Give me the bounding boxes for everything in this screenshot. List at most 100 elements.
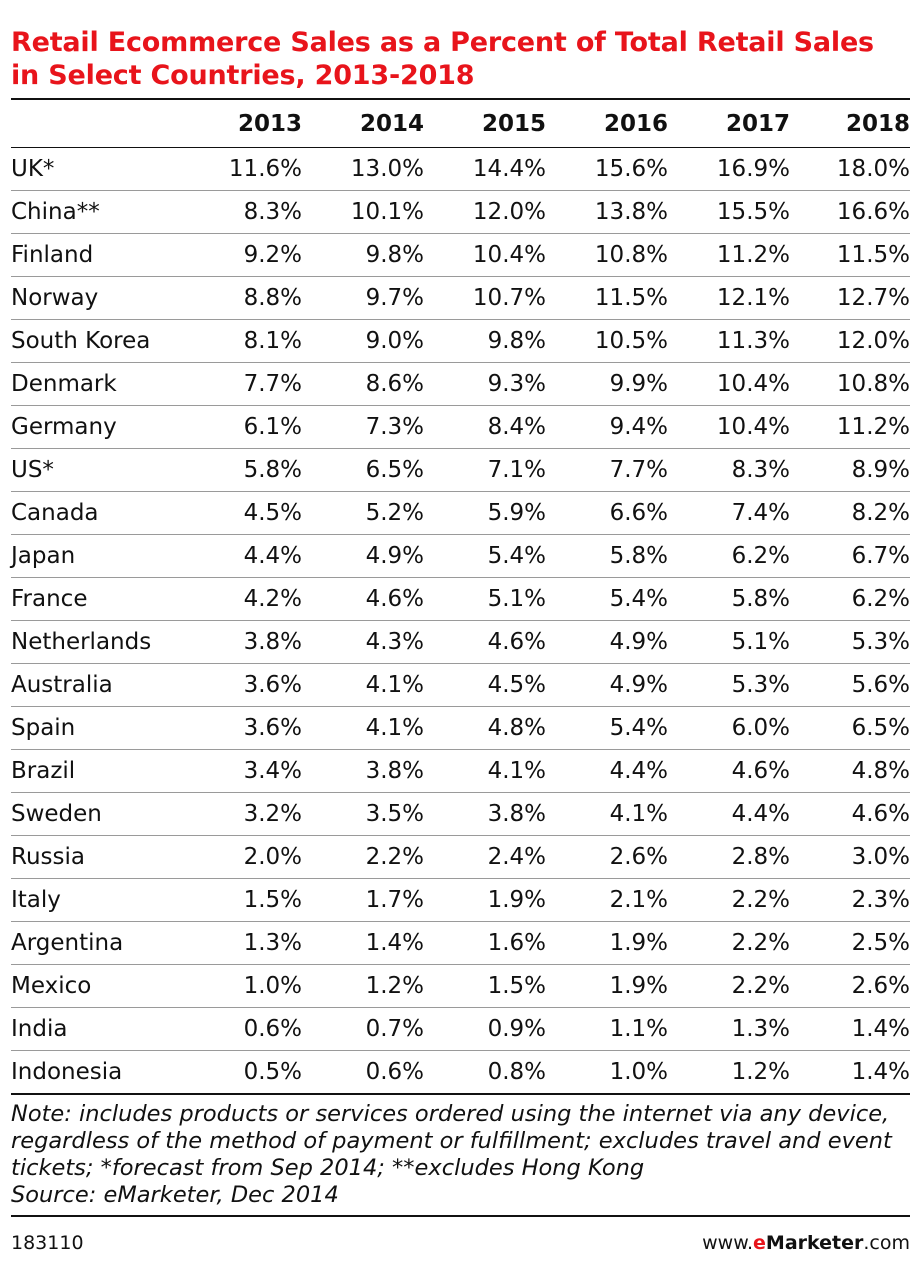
row-value: 4.4% [668,792,790,836]
row-value: 2.6% [790,964,910,1008]
row-country: India [11,1007,205,1051]
row-value: 0.6% [302,1050,424,1095]
row-value: 1.1% [546,1007,668,1051]
row-country: Denmark [11,362,205,406]
row-value: 9.3% [424,362,546,406]
row-value: 1.5% [424,964,546,1008]
table-row: Netherlands 3.8% 4.3% 4.6% 4.9% 5.1% 5.3% [11,620,910,664]
row-value: 12.0% [424,190,546,234]
table-row: China** 8.3% 10.1% 12.0% 13.8% 15.5% 16.6% [11,190,910,234]
row-value: 1.4% [790,1007,910,1051]
table-row: Brazil 3.4% 3.8% 4.1% 4.4% 4.6% 4.8% [11,749,910,793]
table-row: Canada 4.5% 5.2% 5.9% 6.6% 7.4% 8.2% [11,491,910,535]
row-country: Sweden [11,792,205,836]
row-value: 12.0% [790,319,910,363]
row-value: 11.6% [205,147,302,191]
row-value: 1.7% [302,878,424,922]
table-row: US* 5.8% 6.5% 7.1% 7.7% 8.3% 8.9% [11,448,910,492]
table-row: Indonesia 0.5% 0.6% 0.8% 1.0% 1.2% 1.4% [11,1050,910,1095]
data-table: 2013 2014 2015 2016 2017 2018 UK* 11.6% 13… [11,100,910,1095]
top-rule [11,98,910,100]
row-value: 9.8% [424,319,546,363]
site-link[interactable]: www.eMarketer.com [702,1232,910,1254]
table-row: UK* 11.6% 13.0% 14.4% 15.6% 16.9% 18.0% [11,147,910,191]
row-value: 5.6% [790,663,910,707]
row-value: 0.9% [424,1007,546,1051]
row-value: 1.5% [205,878,302,922]
row-value: 0.8% [424,1050,546,1095]
row-value: 8.9% [790,448,910,492]
table-row: Denmark 7.7% 8.6% 9.3% 9.9% 10.4% 10.8% [11,362,910,406]
row-value: 4.9% [302,534,424,578]
row-value: 4.4% [546,749,668,793]
table-row: Norway 8.8% 9.7% 10.7% 11.5% 12.1% 12.7% [11,276,910,320]
row-value: 6.5% [302,448,424,492]
row-value: 4.1% [302,663,424,707]
row-country: Netherlands [11,620,205,664]
row-value: 1.2% [668,1050,790,1095]
row-country: Spain [11,706,205,750]
row-value: 2.2% [302,835,424,879]
row-value: 7.7% [205,362,302,406]
chart-note: Note: includes products or services orde… [11,1101,910,1209]
row-value: 4.1% [546,792,668,836]
row-value: 3.6% [205,663,302,707]
row-value: 5.3% [668,663,790,707]
row-country: Japan [11,534,205,578]
row-value: 2.6% [546,835,668,879]
row-value: 11.3% [668,319,790,363]
table-row: Italy 1.5% 1.7% 1.9% 2.1% 2.2% 2.3% [11,878,910,922]
row-value: 1.3% [205,921,302,965]
row-value: 5.4% [546,577,668,621]
row-value: 10.4% [424,233,546,277]
row-value: 11.2% [790,405,910,449]
row-value: 3.4% [205,749,302,793]
row-value: 8.1% [205,319,302,363]
row-value: 11.5% [790,233,910,277]
table-row: Argentina 1.3% 1.4% 1.6% 1.9% 2.2% 2.5% [11,921,910,965]
row-value: 12.1% [668,276,790,320]
row-value: 4.1% [302,706,424,750]
row-value: 1.9% [424,878,546,922]
row-value: 13.8% [546,190,668,234]
row-value: 5.4% [424,534,546,578]
row-value: 3.8% [424,792,546,836]
row-value: 1.6% [424,921,546,965]
row-value: 10.4% [668,362,790,406]
row-value: 4.6% [668,749,790,793]
row-country: Finland [11,233,205,277]
row-value: 3.5% [302,792,424,836]
row-value: 1.0% [205,964,302,1008]
row-value: 5.8% [546,534,668,578]
site-suffix: .com [863,1232,910,1254]
row-value: 0.6% [205,1007,302,1051]
row-value: 7.7% [546,448,668,492]
row-country: US* [11,448,205,492]
header-year: 2018 [790,100,910,148]
header-year: 2014 [302,100,424,148]
row-value: 6.0% [668,706,790,750]
row-country: Indonesia [11,1050,205,1095]
row-value: 9.2% [205,233,302,277]
header-year: 2016 [546,100,668,148]
row-value: 10.1% [302,190,424,234]
row-value: 2.5% [790,921,910,965]
table-body: UK* 11.6% 13.0% 14.4% 15.6% 16.9% 18.0% China**… [11,147,910,1095]
row-value: 11.2% [668,233,790,277]
row-value: 1.9% [546,921,668,965]
row-country: UK* [11,147,205,191]
table-row: France 4.2% 4.6% 5.1% 5.4% 5.8% 6.2% [11,577,910,621]
row-value: 8.4% [424,405,546,449]
row-value: 3.6% [205,706,302,750]
row-value: 8.2% [790,491,910,535]
row-value: 0.5% [205,1050,302,1095]
row-value: 4.3% [302,620,424,664]
header-country [11,100,205,148]
row-value: 2.3% [790,878,910,922]
row-value: 0.7% [302,1007,424,1051]
row-value: 4.1% [424,749,546,793]
row-value: 3.2% [205,792,302,836]
table-row: Japan 4.4% 4.9% 5.4% 5.8% 6.2% 6.7% [11,534,910,578]
header-year: 2017 [668,100,790,148]
brand-e: e [753,1232,766,1254]
